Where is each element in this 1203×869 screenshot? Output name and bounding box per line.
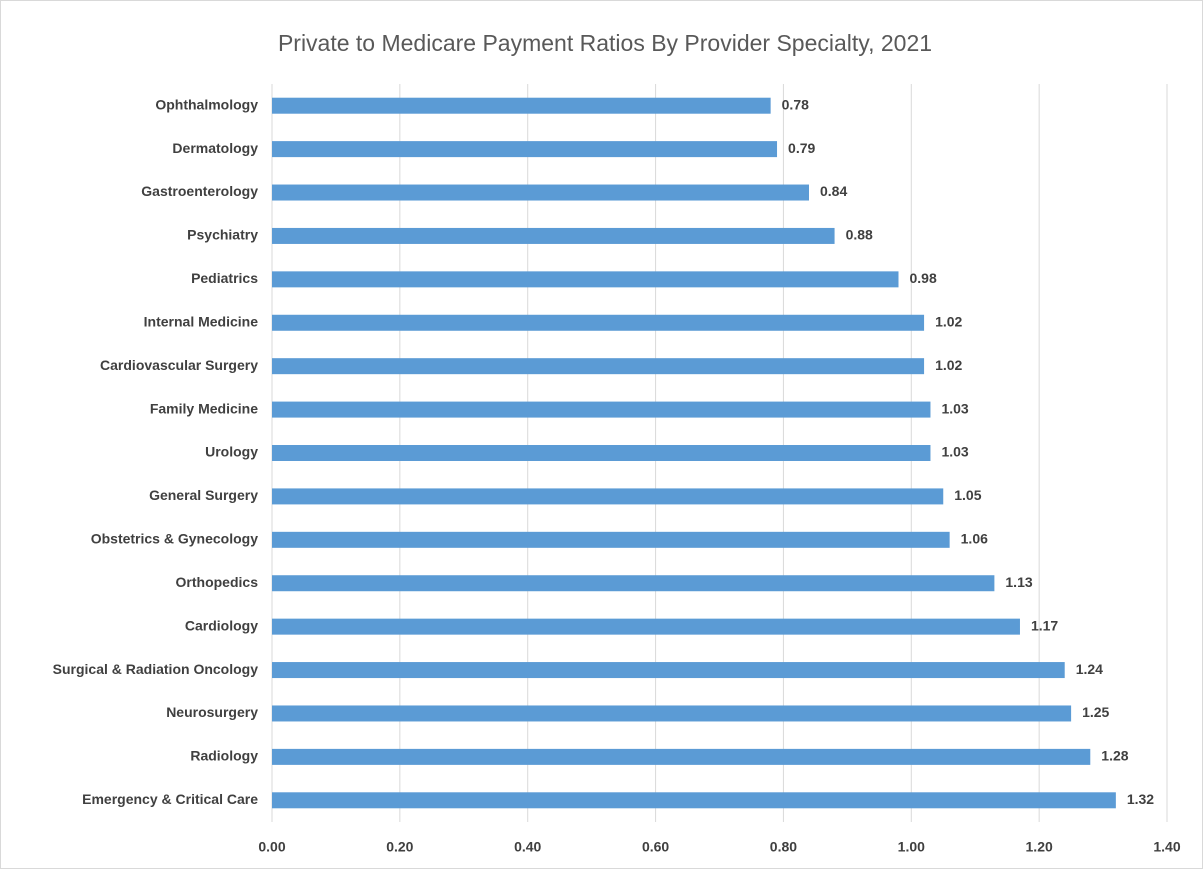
bar [272, 445, 931, 461]
y-tick-label: Emergency & Critical Care [82, 791, 258, 807]
y-tick-label: Dermatology [172, 140, 258, 156]
y-tick-label: Ophthalmology [155, 96, 258, 112]
x-tick-label: 1.00 [898, 839, 925, 855]
bar [272, 531, 950, 548]
chart-title: Private to Medicare Payment Ratios By Pr… [278, 30, 932, 56]
data-label: 1.02 [935, 313, 962, 329]
y-tick-label: Family Medicine [150, 400, 258, 416]
y-tick-label: Neurosurgery [166, 704, 258, 720]
y-tick-label: Pediatrics [191, 270, 258, 286]
y-tick-label: Psychiatry [187, 227, 258, 243]
data-label: 1.13 [1005, 574, 1032, 590]
data-label: 1.03 [941, 444, 968, 460]
x-tick-label: 1.40 [1153, 839, 1180, 855]
data-label: 1.17 [1031, 617, 1058, 633]
y-tick-label: Cardiovascular Surgery [100, 357, 258, 373]
bar [272, 401, 931, 418]
y-tick-label: General Surgery [149, 487, 258, 503]
y-tick-label: Obstetrics & Gynecology [91, 531, 258, 547]
bar [272, 662, 1065, 679]
data-label: 1.24 [1076, 661, 1103, 677]
data-label: 1.06 [961, 531, 988, 547]
bar [272, 227, 835, 244]
data-label: 1.02 [935, 357, 962, 373]
data-label: 1.05 [954, 487, 981, 503]
y-tick-label: Urology [205, 444, 258, 460]
data-label: 0.88 [846, 227, 873, 243]
data-label: 1.03 [941, 400, 968, 416]
bar [272, 618, 1020, 635]
y-tick-label: Orthopedics [176, 574, 259, 590]
y-tick-label: Cardiology [185, 617, 258, 633]
bar [272, 792, 1116, 809]
data-label: 1.25 [1082, 704, 1109, 720]
x-tick-label: 0.00 [258, 839, 285, 855]
data-label: 1.32 [1127, 791, 1154, 807]
data-label: 1.28 [1101, 748, 1128, 764]
x-tick-label: 1.20 [1026, 839, 1053, 855]
bar [272, 575, 995, 592]
y-tick-label: Internal Medicine [144, 313, 259, 329]
data-label: 0.78 [782, 96, 809, 112]
bar [272, 271, 899, 288]
bar [272, 184, 809, 201]
x-tick-label: 0.80 [770, 839, 797, 855]
x-tick-label: 0.60 [642, 839, 669, 855]
data-label: 0.79 [788, 140, 815, 156]
bar [272, 141, 778, 158]
x-tick-label: 0.20 [386, 839, 413, 855]
bar [272, 705, 1072, 722]
bar [272, 358, 925, 375]
bar [272, 748, 1091, 765]
bar [272, 97, 771, 114]
x-tick-label: 0.40 [514, 839, 541, 855]
data-label: 0.84 [820, 183, 847, 199]
y-tick-label: Gastroenterology [141, 183, 258, 199]
y-tick-label: Surgical & Radiation Oncology [53, 661, 259, 677]
data-label: 0.98 [910, 270, 937, 286]
y-tick-label: Radiology [190, 748, 258, 764]
bar [272, 488, 944, 505]
bar [272, 314, 925, 331]
